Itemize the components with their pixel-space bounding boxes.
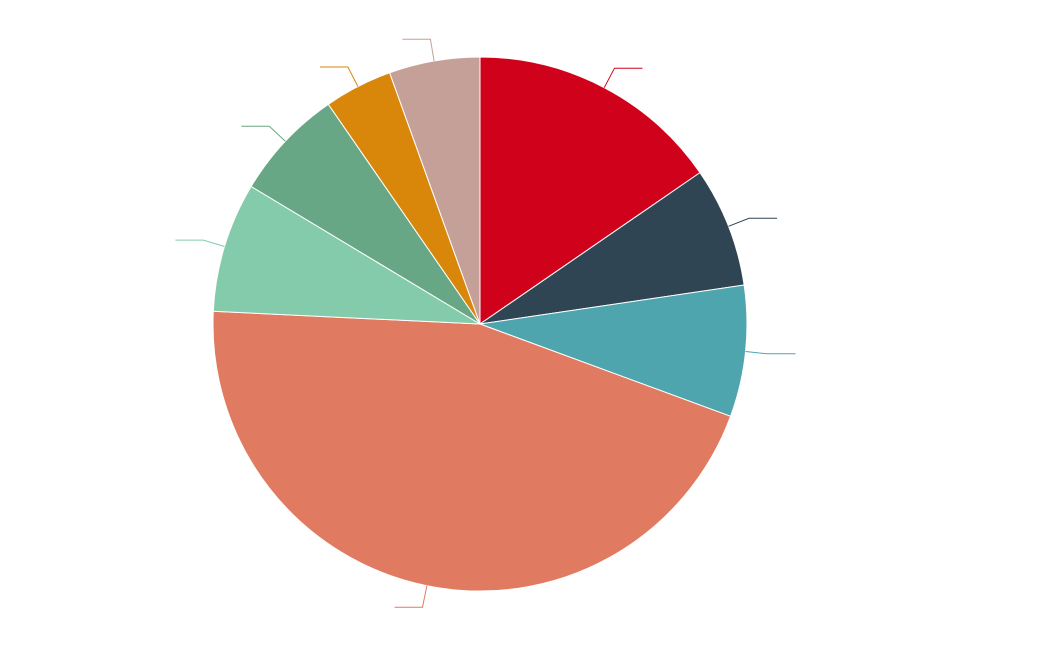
leader-line-2	[728, 217, 777, 227]
pie-slice-1[interactable]	[479, 56, 701, 325]
leader-line-7	[319, 66, 359, 87]
pie-slice-2[interactable]	[479, 171, 745, 325]
leader-line-5	[175, 239, 225, 247]
callouts-layer	[175, 38, 796, 608]
leader-line-3	[745, 351, 796, 355]
pie-slice-4[interactable]	[212, 310, 732, 592]
leader-line-4	[394, 585, 428, 608]
slices-layer	[212, 56, 748, 592]
pie-slice-3[interactable]	[479, 284, 748, 417]
pie-slice-8[interactable]	[388, 56, 481, 325]
pie-slice-6[interactable]	[250, 103, 481, 325]
leader-line-8	[402, 38, 435, 62]
leader-line-1	[603, 67, 643, 88]
leader-line-6	[241, 125, 286, 142]
